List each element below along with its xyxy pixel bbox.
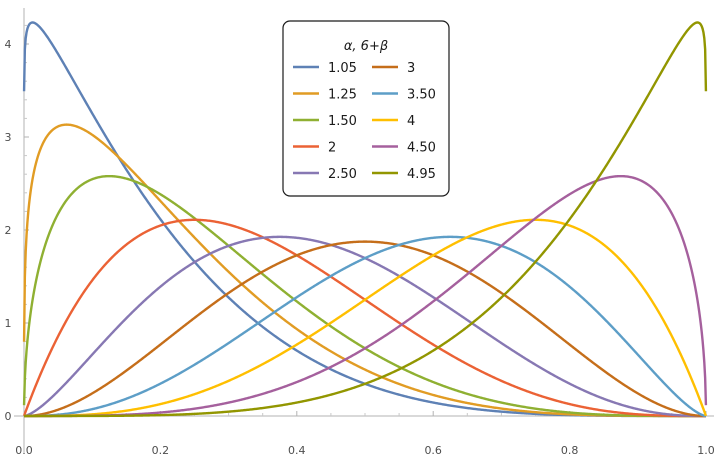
legend-label: 1.05	[328, 61, 357, 76]
series-line-4	[23, 218, 708, 418]
x-tick-label: 0.4	[288, 444, 306, 457]
legend-box	[282, 20, 450, 197]
legend-label: 4.95	[407, 167, 436, 182]
legend-label: 2.50	[328, 167, 357, 182]
y-tick-label: 3	[5, 131, 12, 144]
series-line-4.95	[23, 21, 708, 418]
series-line-3.50	[23, 235, 707, 418]
legend-label: 3	[407, 61, 415, 76]
legend-label: 4.50	[407, 141, 436, 156]
y-tick-label: 1	[5, 317, 12, 330]
curves	[22, 21, 708, 418]
legend-label: 1.50	[328, 114, 357, 129]
x-tick-label: 0.6	[424, 444, 442, 457]
y-tick-label: 4	[5, 38, 12, 51]
legend-label: 2	[328, 141, 336, 156]
series-line-1.50	[22, 174, 707, 418]
legend-label: 3.50	[407, 88, 436, 103]
x-tick-label: 1.0	[697, 444, 715, 457]
series-line-3	[23, 240, 707, 418]
series-line-2.50	[23, 235, 707, 418]
legend-label: 4	[407, 114, 415, 129]
series-line-4.50	[23, 174, 708, 418]
legend-title: α, 6+β	[344, 39, 388, 54]
x-tick-label: 0.2	[152, 444, 170, 457]
x-tick-label: 0.0	[15, 444, 33, 457]
legend-label: 1.25	[328, 88, 357, 103]
x-tick-label: 0.8	[561, 444, 579, 457]
y-tick-label: 0	[5, 410, 12, 423]
y-tick-label: 2	[5, 224, 12, 237]
legend: α, 6+β 1.05 1.25 1.50 2 2.50 3 3.50 4 4.50 4.95	[282, 20, 450, 197]
